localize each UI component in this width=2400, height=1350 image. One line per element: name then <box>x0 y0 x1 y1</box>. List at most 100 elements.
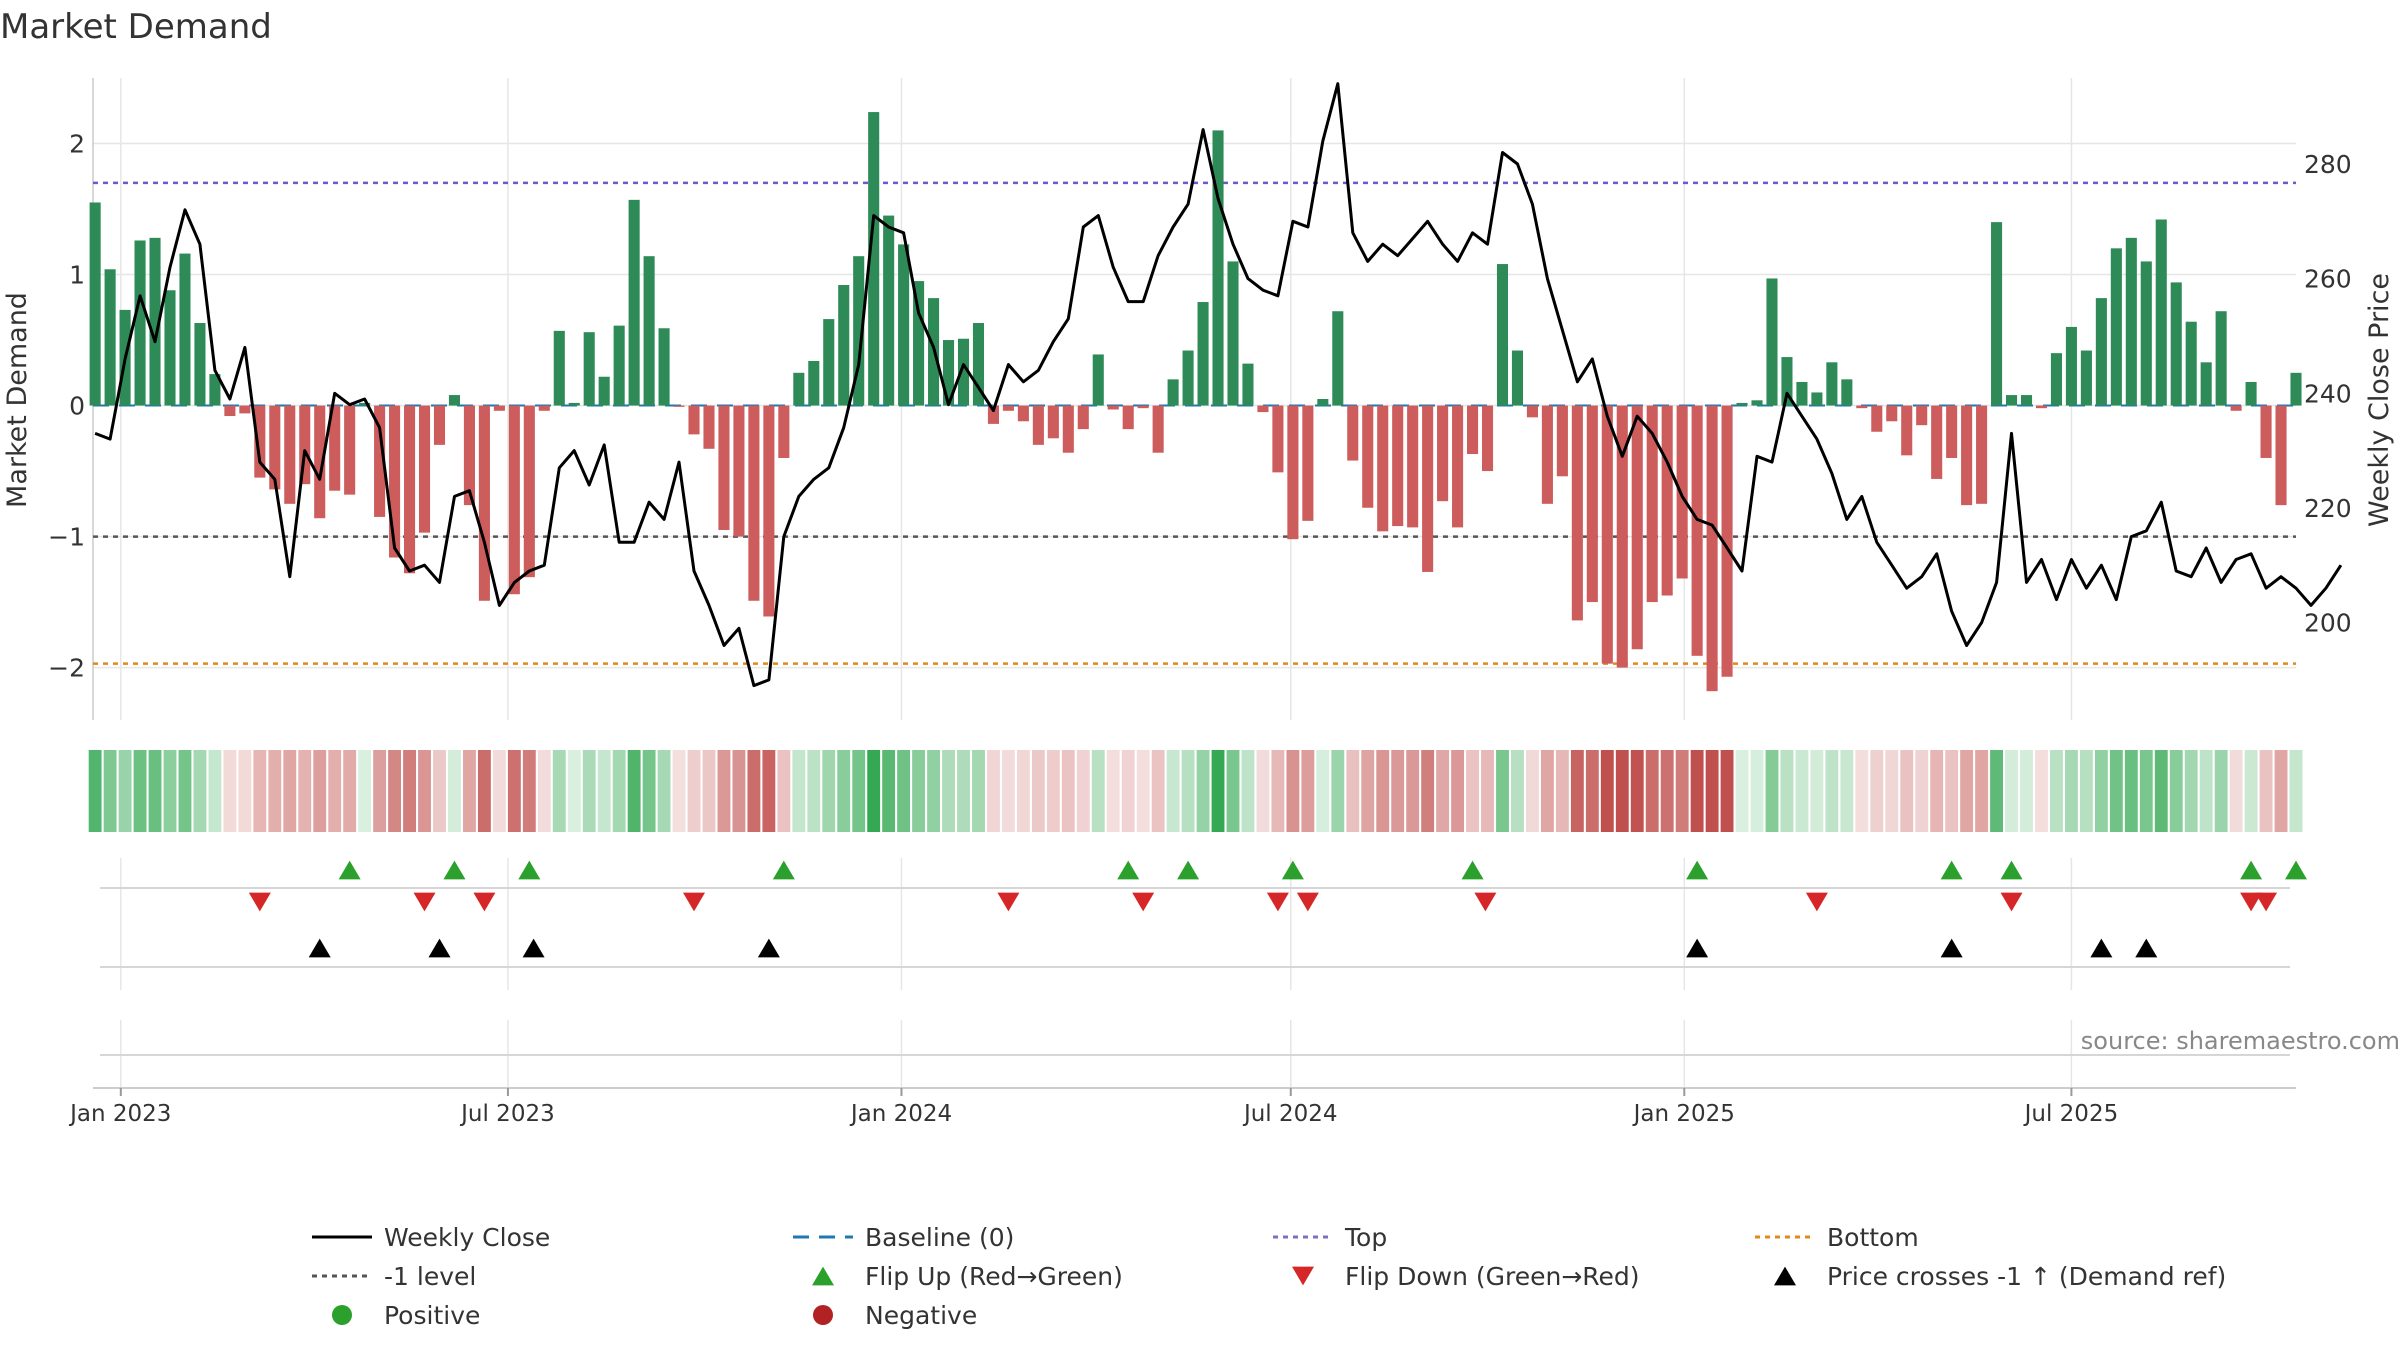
heat-cell <box>1960 750 1974 832</box>
flip-down-marker <box>997 892 1020 912</box>
heat-cell <box>1990 750 2004 832</box>
left-tick-label: −1 <box>48 523 85 552</box>
legend-label: Flip Up (Red→Green) <box>865 1262 1123 1291</box>
heat-cell <box>1376 750 1390 832</box>
demand-bar <box>1317 399 1329 406</box>
demand-bar <box>733 405 745 537</box>
x-tick-label: Jan 2024 <box>849 1101 952 1127</box>
heat-cell <box>867 750 881 832</box>
heat-cell <box>1540 750 1554 832</box>
flip-down-marker <box>2000 892 2023 912</box>
heat-cell <box>2244 750 2258 832</box>
demand-bar <box>883 215 895 406</box>
heat-cell <box>118 750 132 832</box>
demand-bar <box>898 244 910 406</box>
heat-cell <box>1481 750 1494 832</box>
demand-bar <box>868 112 880 406</box>
demand-bar <box>1781 357 1793 406</box>
demand-bar <box>808 361 820 406</box>
heat-cell <box>987 750 1000 832</box>
demand-bar <box>1347 405 1359 461</box>
demand-bar <box>2080 350 2092 406</box>
demand-bar <box>493 405 505 411</box>
demand-bar <box>1197 302 1209 406</box>
heat-cell <box>2020 750 2033 832</box>
demand-bar <box>1257 405 1269 413</box>
demand-bar <box>359 402 371 406</box>
demand-bar <box>1496 264 1509 406</box>
demand-bar <box>1017 405 1029 422</box>
demand-bar <box>1092 354 1104 406</box>
demand-bar <box>957 338 970 406</box>
flip-down-marker <box>2255 892 2278 912</box>
heat-cell <box>313 750 327 832</box>
heat-cell <box>1855 750 1869 832</box>
x-tick-label: Jul 2024 <box>1242 1101 1338 1127</box>
heat-cell <box>103 750 117 832</box>
flip-down-marker <box>248 892 271 912</box>
demand-bar <box>1916 405 1928 426</box>
source-note: source: sharemaestro.com <box>2081 1027 2400 1055</box>
left-tick-label: 0 <box>69 392 85 421</box>
demand-bar <box>2200 362 2212 406</box>
heat-cell <box>1885 750 1899 832</box>
right-tick-label: 280 <box>2304 150 2352 179</box>
heat-cell <box>1750 750 1764 832</box>
legend-swatch <box>332 1305 352 1325</box>
demand-bar <box>179 253 191 406</box>
legend-label: Positive <box>384 1301 480 1330</box>
heat-cell <box>1780 750 1794 832</box>
legend-label: Price crosses -1 ↑ (Demand ref) <box>1827 1262 2226 1291</box>
demand-bar <box>164 290 176 406</box>
flip-up-marker <box>2285 860 2307 880</box>
reference-lines <box>93 181 2296 665</box>
heat-cell <box>567 750 581 832</box>
heat-cell <box>972 750 985 832</box>
legend-label: Flip Down (Green→Red) <box>1345 1262 1640 1291</box>
heat-cell <box>1945 750 1959 832</box>
demand-bar <box>1571 405 1583 621</box>
flip-down-marker <box>1474 892 1497 912</box>
heat-cell <box>1106 750 1120 832</box>
demand-bar <box>1032 405 1044 445</box>
legend-label: Weekly Close <box>384 1223 550 1252</box>
price-cross-marker <box>1686 938 1709 958</box>
heat-cell <box>1555 750 1569 832</box>
demand-bar <box>1976 405 1988 504</box>
price-cross-marker <box>522 938 545 958</box>
heat-cell <box>1600 750 1614 832</box>
price-cross-marker <box>757 938 780 958</box>
demand-bar <box>104 269 116 406</box>
heat-cell <box>208 750 222 832</box>
flip-up-marker <box>443 860 466 880</box>
heat-cell <box>837 750 851 832</box>
demand-bar <box>389 405 401 558</box>
demand-bar <box>1901 405 1913 456</box>
demand-bar <box>1991 222 2003 406</box>
heat-cell <box>148 750 162 832</box>
heat-cell <box>1151 750 1165 832</box>
heat-cell <box>1286 750 1300 832</box>
flip-down-marker <box>2240 892 2263 912</box>
demand-bar <box>598 376 610 406</box>
demand-bar <box>2260 405 2272 458</box>
demand-bar <box>1302 405 1314 521</box>
demand-bar <box>418 405 431 533</box>
flip-up-marker <box>338 860 361 880</box>
heat-cell <box>582 750 596 832</box>
legend-label: Negative <box>865 1301 977 1330</box>
demand-bar <box>568 402 580 406</box>
demand-bar <box>1122 405 1134 430</box>
x-tick-label: Jul 2023 <box>459 1101 555 1127</box>
heat-cell <box>253 750 267 832</box>
demand-bar <box>1526 405 1538 418</box>
demand-bar <box>942 340 955 406</box>
heat-cell <box>927 750 940 832</box>
legend-item-bottom: Bottom <box>1755 1223 1919 1252</box>
demand-bar <box>1751 400 1763 406</box>
heat-cell <box>2050 750 2063 832</box>
heat-cell <box>507 750 521 832</box>
demand-bar <box>1826 362 1838 406</box>
heat-cell <box>1720 750 1734 832</box>
